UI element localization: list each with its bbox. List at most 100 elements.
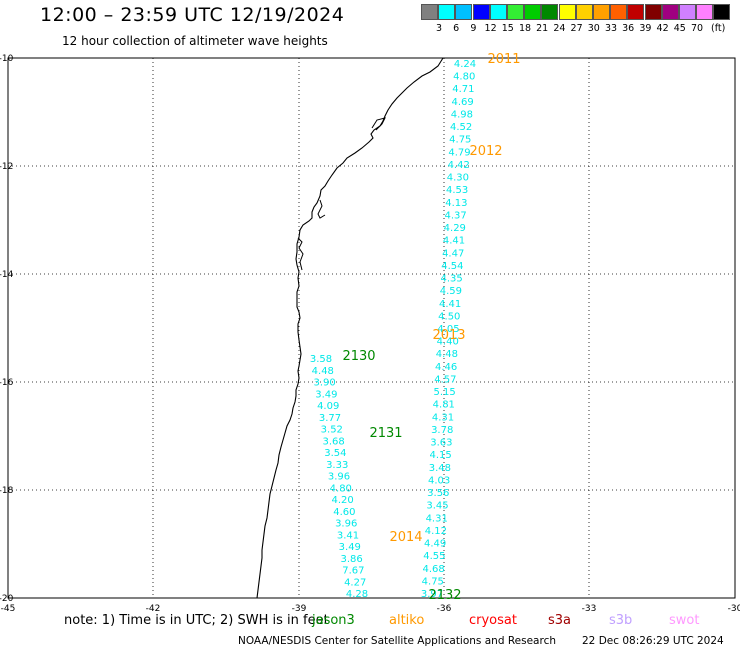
legend-swatch xyxy=(593,4,610,20)
legend-swatch xyxy=(627,4,645,20)
legend-value: 24 xyxy=(553,23,566,34)
satellite-label-cryosat: cryosat xyxy=(469,613,517,628)
wave-height-value: 4.54 xyxy=(441,261,463,272)
legend-swatch xyxy=(558,4,576,20)
legend-value: 42 xyxy=(656,23,669,34)
legend-value: 21 xyxy=(536,23,549,34)
legend-swatch xyxy=(661,4,679,20)
wave-height-value: 4.57 xyxy=(434,375,456,386)
latitude-label: -20 xyxy=(0,594,14,604)
coastline xyxy=(256,57,444,599)
wave-height-value: 4.81 xyxy=(433,400,455,411)
wave-height-value: 4.27 xyxy=(344,577,366,588)
legend-swatch xyxy=(489,4,507,20)
wave-height-value: 4.35 xyxy=(440,274,462,285)
legend-value: 12 xyxy=(484,23,497,34)
wave-height-value: 4.75 xyxy=(449,135,471,146)
legend-swatch xyxy=(524,4,542,20)
wave-height-value: 4.13 xyxy=(445,198,467,209)
legend-swatch xyxy=(507,4,524,20)
legend-value: 15 xyxy=(501,23,514,34)
legend-swatch xyxy=(696,4,714,20)
legend-value: 6 xyxy=(453,23,460,34)
wave-height-value: 4.29 xyxy=(444,223,466,234)
wave-height-value: 3.90 xyxy=(313,378,335,389)
wave-height-value: 4.41 xyxy=(439,299,461,310)
wave-height-value: 4.71 xyxy=(452,84,474,95)
legend-swatch xyxy=(438,4,456,20)
wave-height-value: 4.05 xyxy=(437,324,459,335)
pass-time-label: 2011 xyxy=(487,52,520,67)
wave-height-value: 4.75 xyxy=(422,576,444,587)
wave-height-value: 4.30 xyxy=(447,173,469,184)
wave-height-value: 4.69 xyxy=(451,97,473,108)
wave-height-value: 4.03 xyxy=(428,475,450,486)
wave-height-value: 4.46 xyxy=(435,362,457,373)
wave-height-value: 4.80 xyxy=(453,72,475,83)
legend-swatch xyxy=(679,4,696,20)
legend-value: 9 xyxy=(470,23,477,34)
generated-timestamp: 22 Dec 08:26:29 UTC 2024 xyxy=(582,635,724,647)
latitude-label: -14 xyxy=(0,270,14,280)
legend-value: 30 xyxy=(587,23,600,34)
wave-height-value: 4.31 xyxy=(426,513,448,524)
coastline-detail xyxy=(297,117,386,271)
pass-time-label: 2130 xyxy=(342,349,375,364)
pass-time-label: 2131 xyxy=(369,426,402,441)
legend-value: 27 xyxy=(570,23,583,34)
wave-height-value: 3.33 xyxy=(326,460,348,471)
legend-swatch xyxy=(644,4,662,20)
longitude-label: -36 xyxy=(437,604,452,614)
pass-time-label: 2012 xyxy=(469,144,502,159)
wave-height-value: 3.52 xyxy=(321,425,343,436)
wave-height-value: 3.49 xyxy=(339,542,361,553)
latitude-label: -10 xyxy=(0,54,14,64)
pass-time-labels: 2011 2012 2013 2130 2131 2014 2132 xyxy=(342,52,520,603)
note-text: note: 1) Time is in UTC; 2) SWH is in fe… xyxy=(64,613,329,628)
wave-height-value: 7.67 xyxy=(342,566,364,577)
wave-height-value: 4.52 xyxy=(450,122,472,133)
legend-swatch xyxy=(455,4,473,20)
wave-height-value: 3.54 xyxy=(324,448,346,459)
wave-height-value: 5.15 xyxy=(433,387,455,398)
latitude-label: -18 xyxy=(0,486,14,496)
wave-height-value: 3.68 xyxy=(322,436,344,447)
wave-height-value: 4.80 xyxy=(330,483,352,494)
wave-height-value: 3.86 xyxy=(340,554,362,565)
wave-height-value: 4.98 xyxy=(451,110,473,121)
wave-height-value: 3.97 xyxy=(421,589,443,600)
wave-height-value: 3.45 xyxy=(426,501,448,512)
wave-height-value: 4.53 xyxy=(446,185,468,196)
longitude-label: -33 xyxy=(582,604,597,614)
wave-height-value: 3.41 xyxy=(337,530,359,541)
wave-height-value: 3.63 xyxy=(430,438,452,449)
wave-height-value: 4.37 xyxy=(444,210,466,221)
longitude-label: -45 xyxy=(1,604,16,614)
wave-height-value: 4.49 xyxy=(424,539,446,550)
latitude-label: -12 xyxy=(0,162,13,172)
legend-swatch xyxy=(541,4,559,20)
wave-height-value: 3.96 xyxy=(328,472,350,483)
latitude-label: -16 xyxy=(0,378,14,388)
pass-time-label: 2014 xyxy=(389,530,422,545)
pass-time-label: 2132 xyxy=(428,588,461,603)
legend-swatch xyxy=(472,4,490,20)
legend-value: 45 xyxy=(673,23,686,34)
wave-height-value: 4.59 xyxy=(440,286,462,297)
wave-height-value: 4.48 xyxy=(312,366,334,377)
legend-swatch xyxy=(575,4,593,20)
wave-height-value: 4.31 xyxy=(432,412,454,423)
legend-swatch xyxy=(713,4,731,20)
wave-height-value: 3.48 xyxy=(429,463,451,474)
legend-value: 70 xyxy=(690,23,704,34)
legend-value: 18 xyxy=(518,23,532,34)
wave-height-value: 4.68 xyxy=(422,564,444,575)
pass-time-label: 2013 xyxy=(432,328,465,343)
satellite-label-jason3: jason3 xyxy=(312,613,355,628)
wave-height-tracks: 4.244.804.714.694.984.524.754.794.424.30… xyxy=(310,59,476,600)
wave-height-value: 4.55 xyxy=(423,551,445,562)
satellite-label-swot: swot xyxy=(669,613,700,628)
longitude-label: -30 xyxy=(728,604,740,614)
wave-height-value: 3.78 xyxy=(431,425,453,436)
